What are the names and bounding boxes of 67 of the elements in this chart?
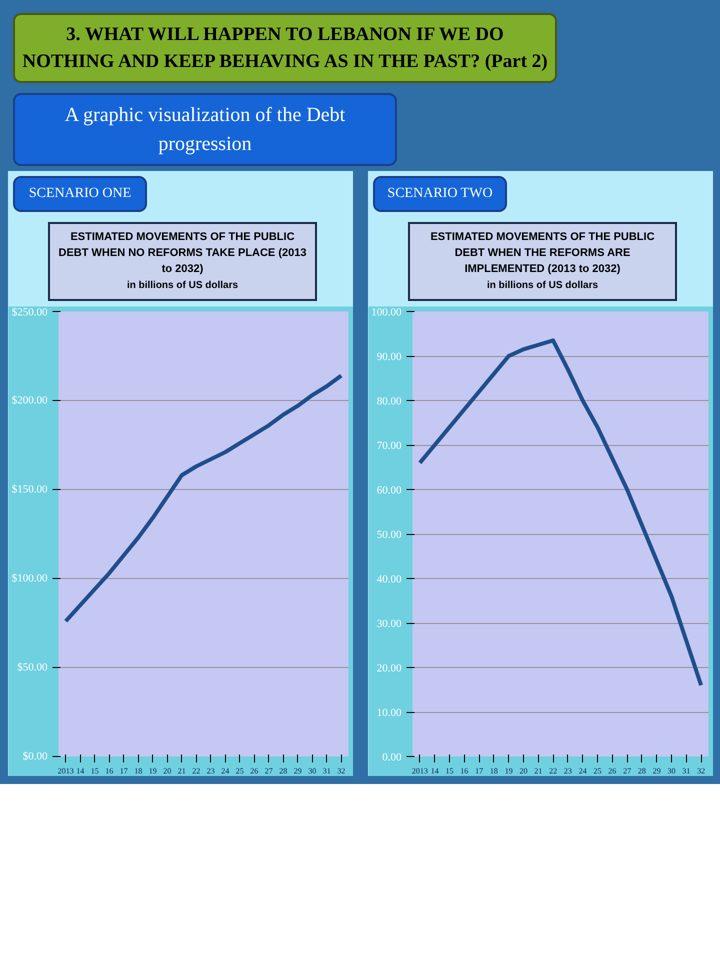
y-tick-label: 40.00 — [376, 574, 402, 586]
x-tick-label: 24 — [578, 766, 587, 776]
x-tick-label: 21 — [178, 766, 186, 776]
x-tick-label: 15 — [90, 766, 99, 776]
x-tick-label: 28 — [279, 766, 288, 776]
x-tick-label: 2013 — [58, 766, 74, 776]
x-tick-label: 29 — [294, 766, 302, 776]
y-tick-label: $200.00 — [12, 394, 48, 407]
y-tick-label: $100.00 — [12, 572, 48, 585]
x-tick-label: 30 — [308, 766, 316, 776]
y-tick-label: 10.00 — [376, 707, 402, 720]
y-tick-label: $0.00 — [22, 750, 48, 763]
x-tick-label: 18 — [490, 766, 498, 776]
chart-subtitle: in billions of US dollars — [486, 280, 598, 291]
x-tick-label: 26 — [250, 766, 258, 776]
line-series — [418, 338, 704, 688]
x-tick-label: 32 — [697, 766, 706, 776]
y-tick-label: 20.00 — [376, 662, 402, 675]
x-tick-label: 31 — [682, 766, 690, 776]
line-series — [64, 374, 344, 624]
text: SCENARIO ONE — [28, 185, 132, 204]
x-tick-label: 23 — [206, 766, 215, 776]
x-tick-label: 32 — [337, 766, 346, 776]
x-tick-label: 24 — [221, 766, 230, 776]
y-tick-label: 70.00 — [376, 440, 402, 452]
x-tick-label: 28 — [638, 766, 646, 776]
y-tick-label: $250.00 — [12, 306, 48, 319]
y-tick-label: 30.00 — [376, 618, 402, 630]
text: SCENARIO TWO — [387, 185, 493, 204]
y-tick-label: 80.00 — [376, 396, 402, 408]
x-tick-label: 22 — [549, 766, 558, 776]
x-tick-label: 17 — [120, 766, 128, 776]
x-tick-label: 16 — [460, 766, 468, 776]
x-tick-label: 29 — [652, 766, 661, 776]
x-tick-label: 2013 — [412, 766, 428, 776]
x-tick-label: 20 — [163, 766, 172, 776]
x-tick-label: 25 — [236, 766, 244, 776]
x-tick-label: 17 — [475, 766, 484, 776]
x-tick-label: 25 — [594, 766, 602, 776]
x-tick-label: 22 — [192, 766, 200, 776]
x-tick-label: 27 — [623, 766, 632, 776]
x-tick-label: 14 — [430, 766, 439, 776]
y-tick-label: 90.00 — [376, 351, 402, 364]
y-tick-label: $50.00 — [17, 662, 48, 674]
y-tick-label: 100.00 — [371, 306, 402, 319]
x-tick-label: 19 — [148, 766, 157, 776]
y-tick-label: 50.00 — [376, 529, 402, 542]
x-tick-label: 26 — [608, 766, 616, 776]
x-tick-label: 23 — [564, 766, 572, 776]
x-tick-label: 30 — [668, 766, 676, 776]
y-tick-label: $150.00 — [12, 484, 48, 496]
x-tick-label: 16 — [105, 766, 114, 776]
text: A graphic visualization of the Debt progression — [64, 103, 346, 157]
chart-title: ESTIMATED MOVEMENTS OF THE PUBLIC DEBT WHEN NO REFORMS TAKE PLACE (2013 to 2032) — [58, 231, 306, 275]
x-tick-label: 15 — [446, 766, 454, 776]
chart-subtitle: in billions of US dollars — [126, 280, 238, 291]
x-tick-label: 20 — [520, 766, 528, 776]
y-tick-label: 60.00 — [376, 484, 402, 497]
x-tick-label: 18 — [134, 766, 142, 776]
x-tick-label: 21 — [534, 766, 542, 776]
x-tick-label: 19 — [504, 766, 513, 776]
text: 3. WHAT WILL HAPPEN TO LEBANON IF WE DO NOTHING AND KEEP BEHAVING AS IN THE PAST? (Part 2) — [21, 23, 549, 74]
x-tick-label: 14 — [76, 766, 84, 776]
x-tick-label: 31 — [322, 766, 331, 776]
y-tick-label: 0.00 — [382, 752, 402, 764]
x-tick-label: 27 — [264, 766, 273, 776]
chart-title: ESTIMATED MOVEMENTS OF THE PUBLIC DEBT WHEN THE REFORMS ARE IMPLEMENTED (2013 to 2032) — [430, 231, 655, 275]
